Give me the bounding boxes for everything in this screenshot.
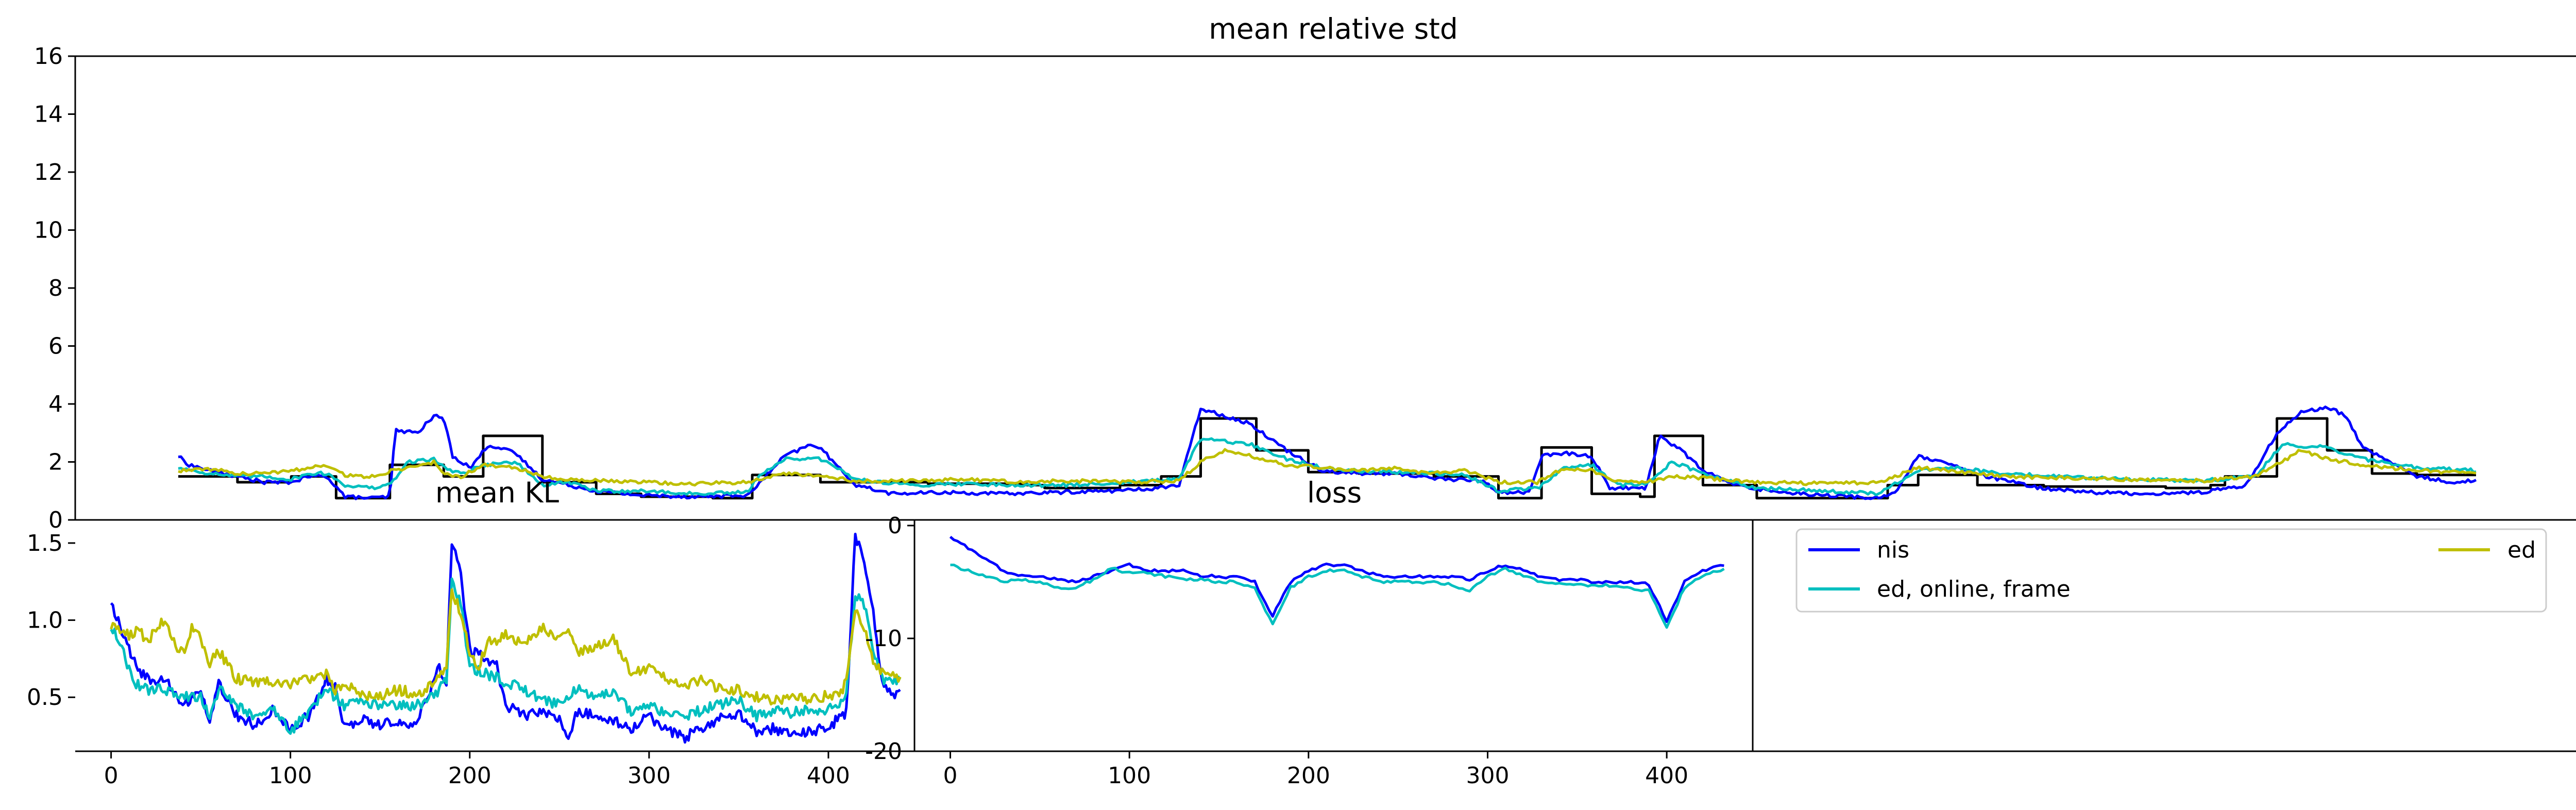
plot-area-mean-relative-std [178,406,2477,500]
mean-kl-xtick-400-label: 400 [807,763,850,789]
mean-kl-ytick-0.5-label: 0.5 [27,684,63,711]
loss-ytick--10-label: -10 [865,626,902,652]
loss-chart: 0-10-20 0 100 200 300 400 loss [865,476,1754,789]
mean-relative-std-ytick-4-label: 4 [48,391,63,417]
mean-kl-chart: 0.5 1.0 1.5 0 100 200 300 400 mean KL [27,476,902,789]
legend-label-ed: ed [2507,537,2536,563]
mean-relative-std-ytick-10-label: 10 [34,217,63,244]
mean-kl-line-ed [110,588,902,706]
legend-label-nis: nis [1877,537,1909,563]
mean-kl-line-online [110,577,902,735]
loss-xtick-300-label: 300 [1466,763,1509,789]
mean-kl-line-nis [110,532,901,744]
mean-kl-xtick-100-label: 100 [269,763,312,789]
loss-xtick-0-label: 0 [943,763,958,789]
y-axis-mean-kl: 0.5 1.0 1.5 [27,530,75,711]
loss-xtick-400-label: 400 [1645,763,1688,789]
chart-title-loss: loss [1307,476,1362,509]
chart-title-mean-kl: mean KL [435,476,560,509]
legend: nis ed, online, frame ed [1795,528,2547,613]
loss-line-online [950,563,1725,629]
mean-relative-std-ytick-16-label: 16 [34,43,63,70]
axes-frame-mean-relative-std [74,55,2576,521]
mean-relative-std-ytick-14-label: 14 [34,102,63,128]
mean-relative-std-chart: mean relative std 0 2 4 6 8 10 12 14 16 [34,12,2576,533]
mean-relative-std-line-ed [178,448,2477,487]
mean-kl-xtick-200-label: 200 [448,763,492,789]
x-axis-mean-kl: 0 100 200 300 400 [104,751,850,789]
mean-relative-std-ytick-6-label: 6 [48,333,63,360]
loss-ytick-0-label: 0 [888,513,902,539]
loss-line-nis [949,535,1724,623]
mean-relative-std-ytick-12-label: 12 [34,159,63,185]
y-axis-mean-relative-std: 0 2 4 6 8 10 12 14 16 [34,43,75,533]
y-axis-loss: 0-10-20 [865,513,914,765]
legend-label-ed-online-frame: ed, online, frame [1877,576,2071,602]
chart-title-mean-relative-std: mean relative std [1209,12,1458,45]
mean-relative-std-ytick-0-label: 0 [48,507,63,533]
mean-kl-xtick-300-label: 300 [628,763,671,789]
mean-kl-ytick-1.5-label: 1.5 [27,530,63,556]
loss-xtick-200-label: 200 [1287,763,1330,789]
mean-kl-xtick-0-label: 0 [104,763,118,789]
mean-relative-std-ytick-2-label: 2 [48,449,63,476]
x-axis-loss: 0 100 200 300 400 [943,751,1688,789]
mean-kl-ytick-1-label: 1.0 [27,608,63,634]
loss-xtick-100-label: 100 [1108,763,1151,789]
plot-area-mean-kl [110,532,902,744]
plot-area-loss [949,535,1725,629]
mean-relative-std-ytick-8-label: 8 [48,275,63,301]
legend-box [1795,528,2547,613]
